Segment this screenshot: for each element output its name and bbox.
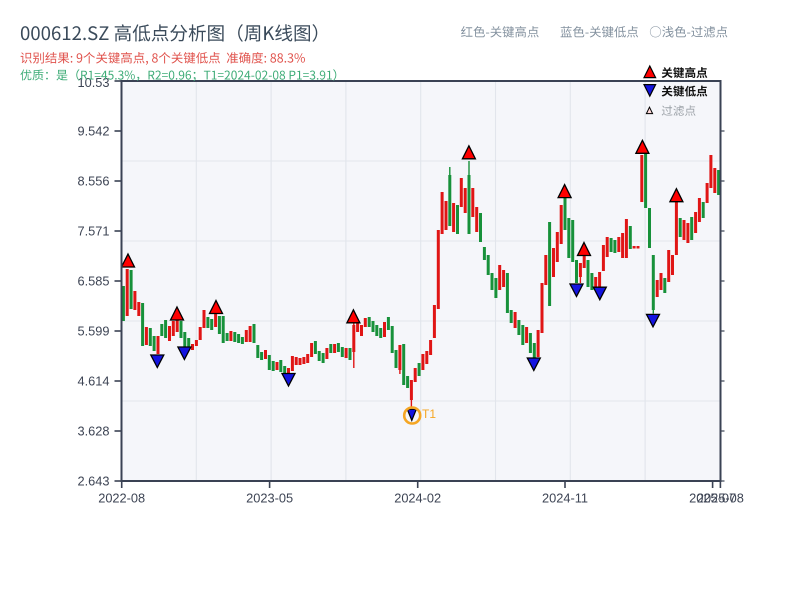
svg-text:7.571: 7.571 [77,224,109,239]
svg-text:2024-02: 2024-02 [394,490,441,505]
svg-text:2024-11: 2024-11 [542,490,588,505]
svg-text:3.628: 3.628 [77,424,109,439]
svg-text:6.585: 6.585 [77,274,109,289]
svg-text:2025-07: 2025-07 [689,490,736,505]
svg-text:8.556: 8.556 [77,174,109,189]
svg-text:2023-05: 2023-05 [246,490,293,505]
svg-text:2022-08: 2022-08 [98,490,145,505]
svg-text:T1: T1 [422,407,436,421]
svg-text:2025-08: 2025-08 [697,490,744,505]
svg-text:5.599: 5.599 [77,324,109,339]
svg-text:9.542: 9.542 [77,124,109,139]
svg-text:2.643: 2.643 [77,474,109,489]
svg-text:4.614: 4.614 [77,374,109,389]
svg-text:10.53: 10.53 [77,75,109,90]
